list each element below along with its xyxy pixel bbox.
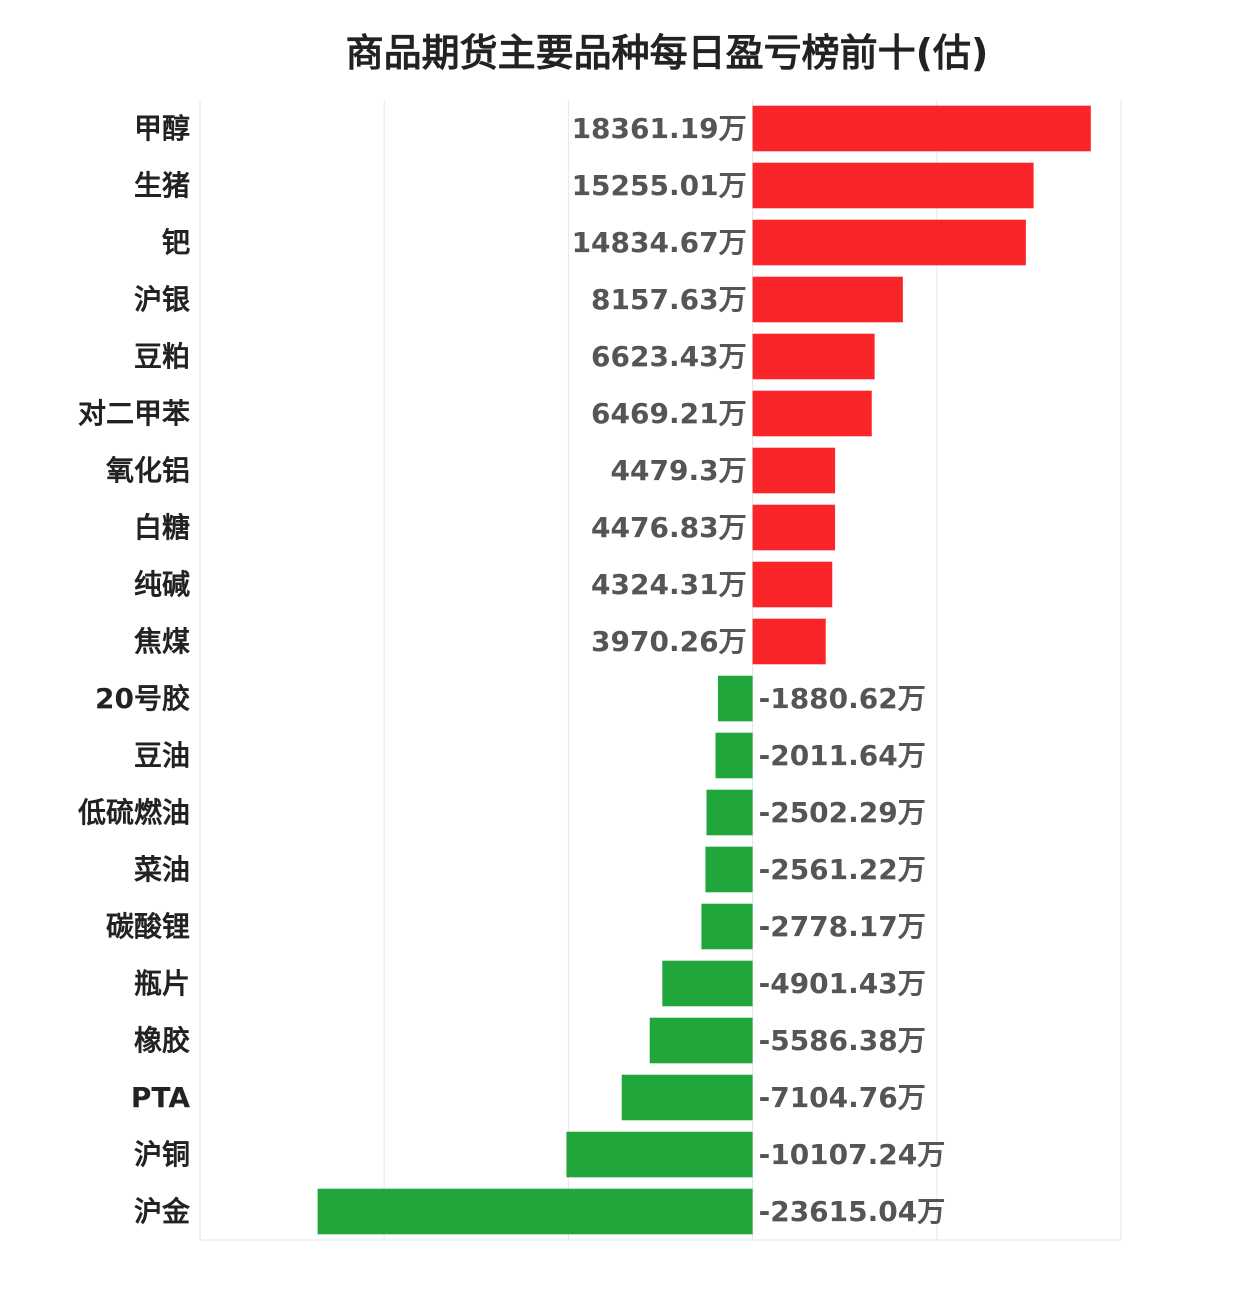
bar-7 xyxy=(752,504,836,551)
value-label: 6623.43万 xyxy=(591,340,747,373)
bar-10 xyxy=(717,675,753,722)
bar-0 xyxy=(752,105,1091,152)
bar-2 xyxy=(752,219,1026,266)
category-label: 沪铜 xyxy=(134,1138,190,1171)
bar-15 xyxy=(662,960,753,1007)
value-label: -7104.76万 xyxy=(759,1081,926,1114)
category-label: 20号胶 xyxy=(95,682,190,715)
value-label: 15255.01万 xyxy=(572,169,747,202)
bar-9 xyxy=(752,618,826,665)
value-label: 3970.26万 xyxy=(591,625,747,658)
category-label: 瓶片 xyxy=(134,967,190,1000)
category-label: 对二甲苯 xyxy=(78,397,190,430)
category-label: 焦煤 xyxy=(134,625,190,658)
value-label: 18361.19万 xyxy=(572,112,747,145)
bar-4 xyxy=(752,333,875,380)
bar-8 xyxy=(752,561,833,608)
value-label: -23615.04万 xyxy=(759,1195,946,1228)
category-label: 沪金 xyxy=(134,1195,191,1228)
value-label: -4901.43万 xyxy=(759,967,926,1000)
category-label: 纯碱 xyxy=(134,568,190,601)
chart-title: 商品期货主要品种每日盈亏榜前十(估) xyxy=(345,31,989,75)
value-label: 4476.83万 xyxy=(591,511,747,544)
bar-3 xyxy=(752,276,903,323)
category-label: 沪银 xyxy=(134,283,191,316)
category-label: 菜油 xyxy=(134,853,190,886)
bar-1 xyxy=(752,162,1034,209)
value-label: -2778.17万 xyxy=(759,910,926,943)
bar-17 xyxy=(621,1074,753,1121)
bar-18 xyxy=(566,1131,753,1178)
bar-11 xyxy=(715,732,753,779)
category-label: PTA xyxy=(131,1081,190,1114)
value-label: -5586.38万 xyxy=(759,1024,926,1057)
value-label: 14834.67万 xyxy=(572,226,747,259)
bar-12 xyxy=(706,789,753,836)
category-label: 低硫燃油 xyxy=(77,796,190,829)
category-label: 钯 xyxy=(162,226,190,259)
value-label: 4324.31万 xyxy=(591,568,747,601)
category-label: 生猪 xyxy=(134,169,190,202)
category-label: 氧化铝 xyxy=(106,454,190,487)
category-label: 豆粕 xyxy=(134,340,190,373)
value-label: -10107.24万 xyxy=(759,1138,946,1171)
value-label: 6469.21万 xyxy=(591,397,747,430)
value-label: -2011.64万 xyxy=(759,739,926,772)
bar-19 xyxy=(317,1188,753,1235)
value-label: -1880.62万 xyxy=(759,682,926,715)
bar-6 xyxy=(752,447,836,494)
category-label: 豆油 xyxy=(134,739,190,772)
category-label: 甲醇 xyxy=(134,112,190,145)
category-label: 橡胶 xyxy=(134,1024,190,1057)
value-label: -2502.29万 xyxy=(759,796,926,829)
value-label: 4479.3万 xyxy=(611,454,747,487)
bar-5 xyxy=(752,390,872,437)
value-label: -2561.22万 xyxy=(759,853,926,886)
category-label: 碳酸锂 xyxy=(106,910,190,943)
category-label: 白糖 xyxy=(134,511,190,544)
bar-16 xyxy=(649,1017,753,1064)
bars xyxy=(317,105,1091,1235)
bar-13 xyxy=(705,846,753,893)
bar-14 xyxy=(701,903,753,950)
grid-lines xyxy=(199,100,1122,1241)
value-label: 8157.63万 xyxy=(591,283,747,316)
